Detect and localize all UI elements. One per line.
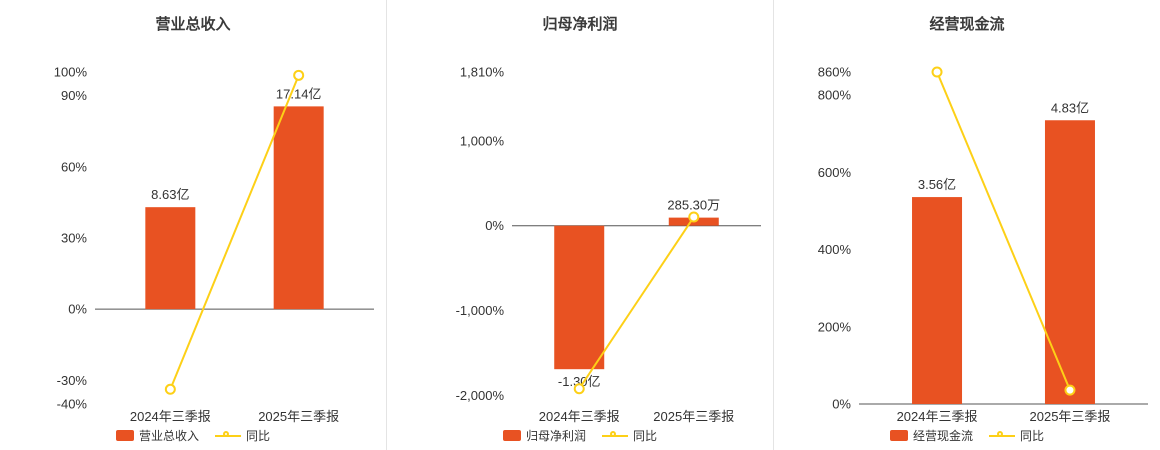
y-axis-tick-label: 100% (54, 65, 88, 80)
y-axis-tick-label: 60% (61, 159, 87, 174)
bar-value-label: 8.63亿 (151, 187, 189, 202)
bar-1[interactable] (1044, 120, 1095, 405)
y-axis-tick-label: 600% (818, 165, 852, 180)
y-axis-tick-label: 1,000% (460, 133, 505, 148)
line-series-marker-icon (602, 430, 628, 437)
y-axis-tick-label: -40% (57, 397, 88, 412)
legend-item-bar-series[interactable]: 经营现金流 (889, 427, 973, 444)
x-axis-category-label: 2024年三季报 (130, 409, 211, 424)
chart-canvas: 860% 800% 600% 400% 200% 0% 3.56亿 4.83亿 2024年三季报… (818, 65, 1148, 424)
y-axis-tick-label: 200% (818, 319, 852, 334)
line-series-label: 同比 (246, 429, 271, 443)
y-axis-tick-label: -2,000% (456, 388, 505, 403)
yoy-line-marker[interactable] (164, 383, 176, 395)
chart-panel-net-profit: 归母净利润 1,810% 1,000% 0% -1,000% -2,000% -1.30亿… (386, 0, 773, 450)
y-axis-tick-label: 800% (818, 88, 852, 103)
y-axis-tick-label: 0% (68, 302, 87, 317)
x-axis-category-label: 2025年三季报 (258, 409, 339, 424)
chart-canvas: 1,810% 1,000% 0% -1,000% -2,000% -1.30亿 285.30… (456, 65, 761, 424)
legend-item-bar-series[interactable]: 归母净利润 (502, 427, 586, 444)
bar-series-swatch-icon (502, 430, 521, 441)
bar-value-label: 17.14亿 (276, 86, 322, 101)
chart-panel-revenue: 营业总收入 100% 90% 60% 30% 0% -30% -40% 8.63亿 17.14亿… (0, 0, 386, 450)
chart-title: 经营现金流 (929, 16, 1005, 33)
bar-series-swatch-icon (889, 430, 908, 441)
yoy-line-marker[interactable] (688, 211, 700, 223)
y-axis-tick-label: 90% (61, 88, 87, 103)
bar-series-label: 归母净利润 (525, 429, 586, 443)
chart-legend: 营业总收入 同比 (0, 427, 386, 444)
bar-value-label: 285.30万 (667, 198, 720, 213)
legend-item-line-series[interactable]: 同比 (602, 427, 657, 444)
yoy-line-marker[interactable] (931, 66, 943, 78)
yoy-line (169, 74, 300, 390)
line-series-marker-icon (989, 430, 1015, 437)
yoy-line-marker[interactable] (1064, 384, 1076, 396)
line-series-label: 同比 (1020, 429, 1045, 443)
chart-title: 营业总收入 (155, 16, 231, 33)
chart-panel-operating-cash-flow: 经营现金流 860% 800% 600% 400% 200% 0% 3.56亿 4.83亿 20… (773, 0, 1160, 450)
chart-legend: 经营现金流 同比 (774, 427, 1160, 444)
yoy-line (936, 71, 1071, 391)
line-series-label: 同比 (633, 429, 658, 443)
bar-0[interactable] (912, 197, 963, 404)
y-axis-tick-label: 0% (485, 218, 504, 233)
legend-item-line-series[interactable]: 同比 (215, 427, 270, 444)
y-axis-tick-label: 860% (818, 65, 852, 80)
y-axis-tick-label: 0% (832, 397, 851, 412)
bar-series-label: 营业总收入 (138, 429, 199, 443)
bar-value-label: 4.83亿 (1051, 100, 1089, 115)
bar-series-label: 经营现金流 (912, 429, 973, 443)
x-axis-category-label: 2024年三季报 (897, 409, 978, 424)
bar-1[interactable] (273, 106, 324, 310)
legend-item-bar-series[interactable]: 营业总收入 (115, 427, 199, 444)
bar-0[interactable] (554, 225, 605, 370)
y-axis-tick-label: 1,810% (460, 65, 505, 80)
y-axis-tick-label: 400% (818, 242, 852, 257)
chart-canvas: 100% 90% 60% 30% 0% -30% -40% 8.63亿 17.14亿 2024年三… (54, 65, 374, 424)
bar-series-swatch-icon (115, 430, 134, 441)
x-axis-category-label: 2025年三季报 (653, 409, 734, 424)
line-series-marker-icon (215, 430, 241, 437)
yoy-line (578, 216, 695, 390)
chart-legend: 归母净利润 同比 (387, 427, 773, 444)
y-axis-tick-label: -1,000% (456, 303, 505, 318)
x-axis-category-label: 2025年三季报 (1030, 409, 1111, 424)
yoy-line-marker[interactable] (293, 69, 305, 81)
bar-value-label: 3.56亿 (918, 177, 956, 192)
yoy-line-marker[interactable] (573, 383, 585, 395)
x-axis-category-label: 2024年三季报 (539, 409, 620, 424)
bar-0[interactable] (145, 207, 196, 310)
chart-title: 归母净利润 (542, 16, 618, 33)
y-axis-tick-label: -30% (57, 373, 88, 388)
legend-item-line-series[interactable]: 同比 (989, 427, 1044, 444)
bar-value-label: -1.30亿 (558, 374, 601, 389)
y-axis-tick-label: 30% (61, 231, 87, 246)
